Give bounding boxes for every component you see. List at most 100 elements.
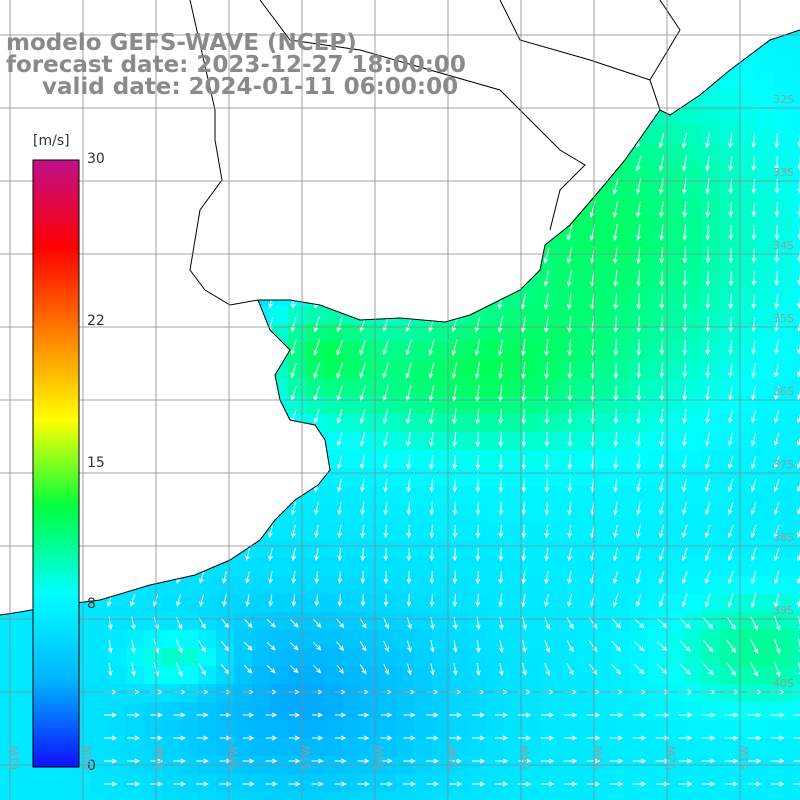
field-cell (396, 792, 415, 800)
wind-arrow (567, 455, 573, 470)
field-cell (414, 360, 433, 379)
field-cell (612, 558, 631, 577)
field-cell (792, 144, 800, 163)
field-cell (396, 684, 415, 703)
field-cell (648, 216, 667, 235)
wind-arrow (265, 735, 278, 741)
wind-arrow (196, 735, 209, 741)
field-cell (432, 324, 451, 343)
field-cell (558, 630, 577, 649)
field-cell (792, 414, 800, 433)
wind-arrow (474, 339, 481, 356)
field-cell (540, 468, 559, 487)
field-cell (684, 720, 703, 739)
field-cell (612, 648, 631, 667)
wind-arrow (544, 501, 550, 516)
wind-arrow (586, 758, 601, 764)
field-cell (432, 648, 451, 667)
field-cell (666, 702, 685, 721)
wind-arrow (567, 524, 573, 539)
field-cell (450, 324, 469, 343)
field-cell (738, 126, 757, 145)
wind-arrow (773, 432, 780, 447)
wind-arrow (359, 641, 367, 652)
wind-arrow (658, 132, 665, 149)
field-cell (594, 216, 613, 235)
field-cell (738, 252, 757, 271)
field-cell (666, 198, 685, 217)
wind-arrow (199, 571, 205, 584)
wind-arrow (360, 570, 366, 585)
field-cell (630, 540, 649, 559)
field-cell (684, 306, 703, 325)
field-cell (396, 522, 415, 541)
field-cell (594, 270, 613, 289)
wind-arrow (724, 758, 739, 764)
field-cell (504, 594, 523, 613)
field-cell (414, 342, 433, 361)
longitude-label: 56W (373, 745, 386, 770)
field-cell (738, 342, 757, 361)
field-cell (774, 432, 793, 451)
field-cell (594, 612, 613, 631)
field-cell (504, 774, 523, 793)
wind-arrow (586, 735, 601, 741)
wind-arrow (751, 363, 756, 378)
field-cell (774, 288, 793, 307)
wind-arrow (313, 339, 320, 356)
field-cell (666, 630, 685, 649)
wind-arrow (357, 758, 370, 764)
field-cell (234, 666, 253, 685)
field-cell (252, 612, 271, 631)
field-cell (612, 792, 631, 800)
field-cell (126, 666, 145, 685)
field-cell (558, 738, 577, 757)
field-cell (684, 432, 703, 451)
wind-arrow (796, 506, 800, 516)
field-cell (450, 414, 469, 433)
field-cell (198, 738, 217, 757)
field-cell (792, 90, 800, 109)
field-cell (702, 288, 721, 307)
wind-arrow (540, 781, 555, 787)
wind-arrow (797, 574, 800, 585)
field-cell (522, 558, 541, 577)
field-cell (774, 108, 793, 127)
field-cell (108, 630, 127, 649)
field-cell (684, 324, 703, 343)
field-cell (666, 432, 685, 451)
field-cell (144, 666, 163, 685)
field-cell (468, 468, 487, 487)
field-cell (594, 558, 613, 577)
field-cell (702, 612, 721, 631)
field-cell (414, 432, 433, 451)
wind-arrow (728, 432, 734, 447)
field-cell (504, 558, 523, 577)
wind-arrow (612, 201, 619, 218)
wind-arrow (383, 570, 389, 585)
field-cell (486, 414, 505, 433)
wind-arrow (682, 270, 688, 287)
field-cell (360, 720, 379, 739)
field-cell (180, 630, 199, 649)
field-cell (720, 306, 739, 325)
wind-arrow (336, 409, 343, 424)
wind-arrow (451, 361, 458, 380)
field-cell (180, 594, 199, 613)
field-cell (540, 432, 559, 451)
wind-arrow (426, 781, 440, 787)
field-cell (558, 468, 577, 487)
wind-arrow (289, 665, 299, 674)
field-cell (666, 234, 685, 253)
field-cell (792, 54, 800, 73)
field-cell (576, 594, 595, 613)
coastline-argentina (0, 110, 331, 616)
field-cell (576, 396, 595, 415)
field-cell (468, 666, 487, 685)
field-cell (630, 720, 649, 739)
field-cell (324, 702, 343, 721)
field-cell (612, 720, 631, 739)
field-cell (270, 540, 289, 559)
wind-arrow (659, 362, 665, 379)
land-argentina (0, 0, 330, 615)
